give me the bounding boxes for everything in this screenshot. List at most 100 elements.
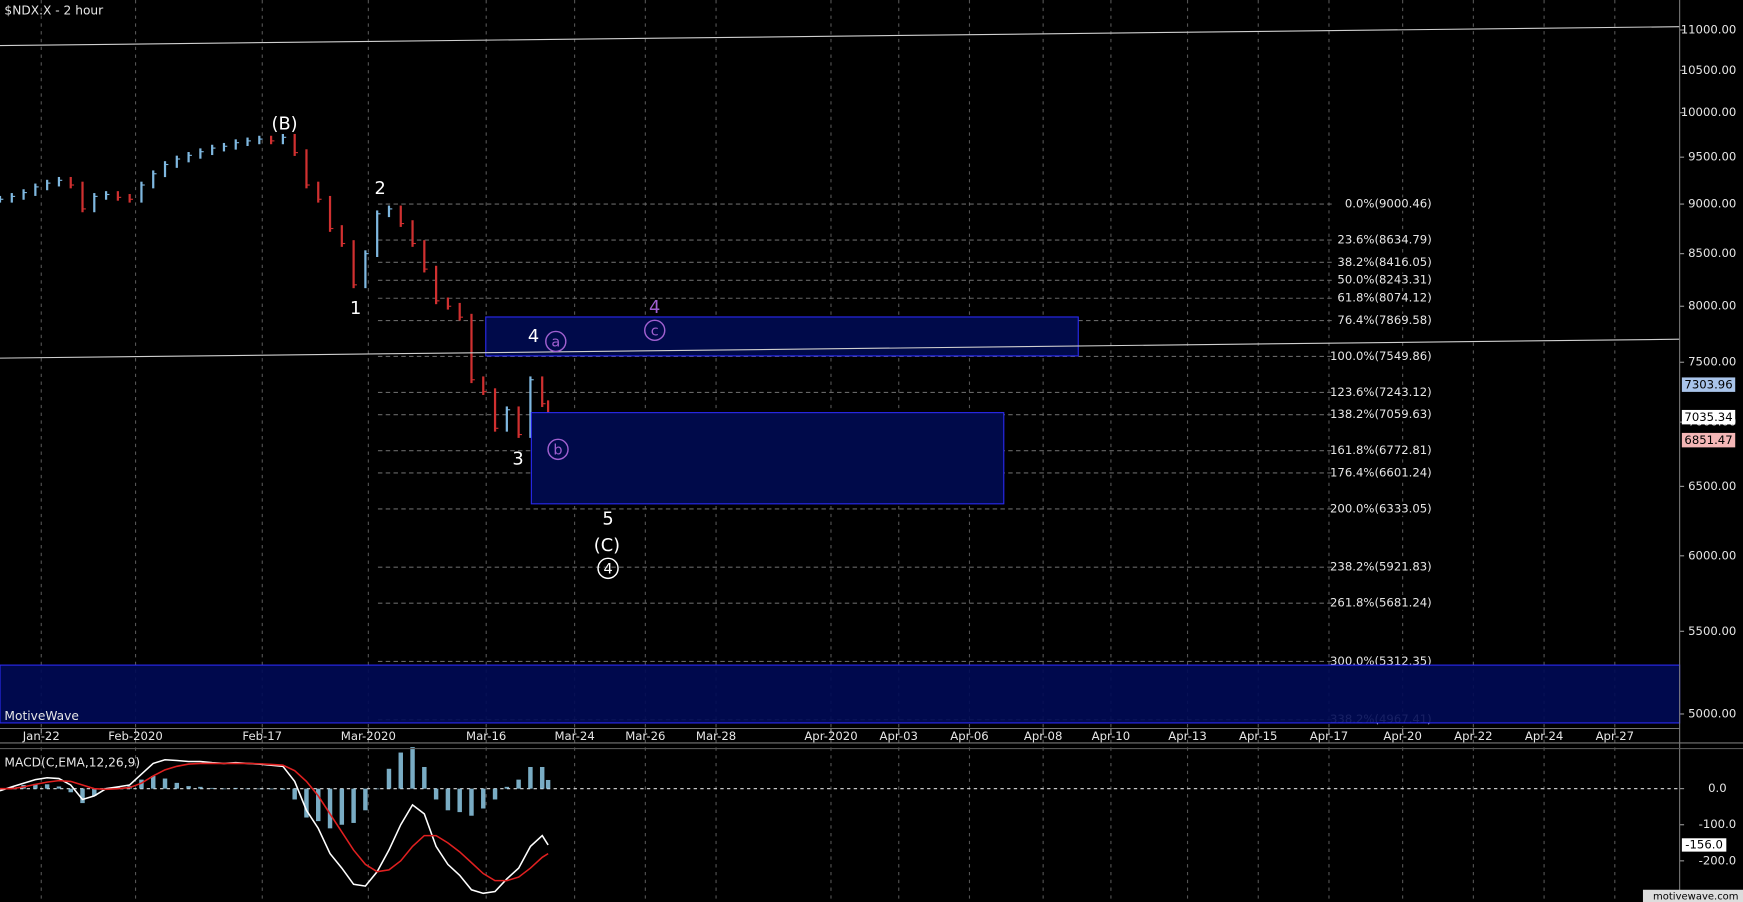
price-bar: [328, 195, 332, 232]
price-bar: [305, 149, 308, 189]
y-tick-label: 5500.00: [1688, 624, 1736, 638]
histogram-bar: [186, 786, 191, 789]
fib-label: 38.2%(8416.05): [1337, 255, 1431, 269]
price-bar: [246, 137, 249, 147]
price-bar: [364, 250, 367, 289]
price-bar: [128, 194, 131, 203]
histogram-bar: [351, 788, 356, 823]
price-label: 6851.47: [1684, 433, 1732, 447]
histogram-bar: [115, 786, 121, 789]
fib-label-bg: [1333, 313, 1434, 328]
macd-line: [0, 762, 549, 882]
histogram-bar: [174, 782, 180, 789]
fib-label: 0.0%(9000.46): [1345, 197, 1432, 211]
y-tick-label: 9500.00: [1688, 150, 1736, 164]
price-bar: [104, 191, 108, 200]
macd-line: [0, 758, 549, 895]
price-bar: [493, 388, 497, 432]
x-tick-label: Apr-27: [1596, 729, 1634, 743]
watermark: MotiveWave: [4, 709, 78, 723]
histogram-bar: [233, 787, 238, 789]
price-bar: [340, 225, 343, 247]
wave-label: c: [651, 323, 659, 339]
x-tick-label: Mar-26: [625, 729, 665, 743]
histogram-bar: [198, 786, 203, 789]
y-tick-label: 7500.00: [1688, 355, 1736, 369]
fib-label: 176.4%(6601.24): [1330, 465, 1432, 479]
trend-line: [0, 338, 1680, 359]
histogram-bar: [457, 788, 462, 813]
x-tick-label: Apr-10: [1092, 729, 1130, 743]
price-bar: [116, 191, 119, 201]
annotation-circle: [545, 330, 567, 353]
x-tick-label: Apr-2020: [804, 729, 857, 743]
fib-label-bg: [1333, 408, 1434, 422]
histogram-bar: [545, 779, 551, 789]
histogram-bar: [280, 788, 286, 790]
footer: motivewave.com: [1653, 891, 1739, 902]
annotation-circle: [547, 438, 569, 461]
x-tick-label: Feb-2020: [108, 729, 163, 743]
price-bar: [376, 210, 379, 257]
x-tick-label: Apr-13: [1168, 729, 1206, 743]
histogram-bar: [410, 747, 415, 789]
price-bar: [211, 144, 214, 156]
price-bar: [175, 155, 178, 168]
wave-label: 1: [350, 298, 361, 319]
histogram-bar: [245, 788, 250, 790]
x-tick-label: Apr-22: [1454, 729, 1492, 743]
histogram-bar: [304, 788, 309, 818]
wave-label: 4: [649, 297, 660, 318]
x-tick-label: Apr-17: [1310, 729, 1348, 743]
y-tick-label: -200.0: [1699, 853, 1737, 867]
zone-box: [485, 316, 1079, 357]
price-bar: [57, 176, 61, 187]
price-bar: [541, 376, 544, 408]
histogram-bar: [209, 787, 215, 789]
x-tick-label: Mar-2020: [341, 729, 396, 743]
histogram-bar: [516, 779, 521, 789]
zone-band: [0, 664, 1681, 724]
price-bar: [258, 135, 261, 145]
price-label-bg: [1681, 409, 1736, 425]
footer-bg: [1642, 889, 1743, 902]
price-bar: [281, 133, 284, 145]
price-label: 7303.96: [1684, 378, 1732, 392]
last-label-bg: [1681, 838, 1727, 852]
price-bar: [293, 133, 296, 156]
x-tick-label: Jan-22: [22, 729, 60, 743]
price-bar: [470, 313, 473, 384]
price-bar: [81, 181, 84, 213]
histogram-bar: [422, 766, 427, 789]
price-bar: [458, 302, 461, 321]
annotation-circle: [644, 319, 666, 342]
fib-label: 61.8%(8074.12): [1337, 291, 1431, 305]
histogram-bar: [469, 788, 474, 816]
macd-title: MACD(C,EMA,12,26,9): [4, 755, 140, 769]
fib-label: 200.0%(6333.05): [1330, 501, 1432, 515]
x-tick-label: Apr-06: [950, 729, 988, 743]
histogram-bar: [481, 788, 486, 809]
fib-label-bg: [1333, 349, 1434, 364]
fib-label-bg: [1333, 255, 1434, 269]
fib-label-bg: [1333, 502, 1434, 516]
fib-label-bg: [1333, 385, 1434, 400]
y-tick-label: 10000.00: [1681, 105, 1737, 119]
histogram-bar: [492, 788, 498, 800]
histogram-bar: [68, 788, 73, 793]
fib-label-bg: [1333, 466, 1434, 480]
histogram-bar: [363, 788, 368, 811]
histogram-bar: [92, 788, 97, 796]
chart-title: $NDX.X - 2 hour: [4, 4, 104, 18]
histogram-bar: [433, 788, 439, 800]
x-tick-label: Apr-20: [1383, 729, 1421, 743]
price-bar: [482, 376, 485, 395]
price-bar: [399, 205, 402, 227]
price-bar: [435, 265, 438, 305]
price-bar: [199, 148, 202, 159]
x-tick-label: Feb-17: [242, 729, 282, 743]
y-tick-label: -100.0: [1699, 817, 1737, 831]
